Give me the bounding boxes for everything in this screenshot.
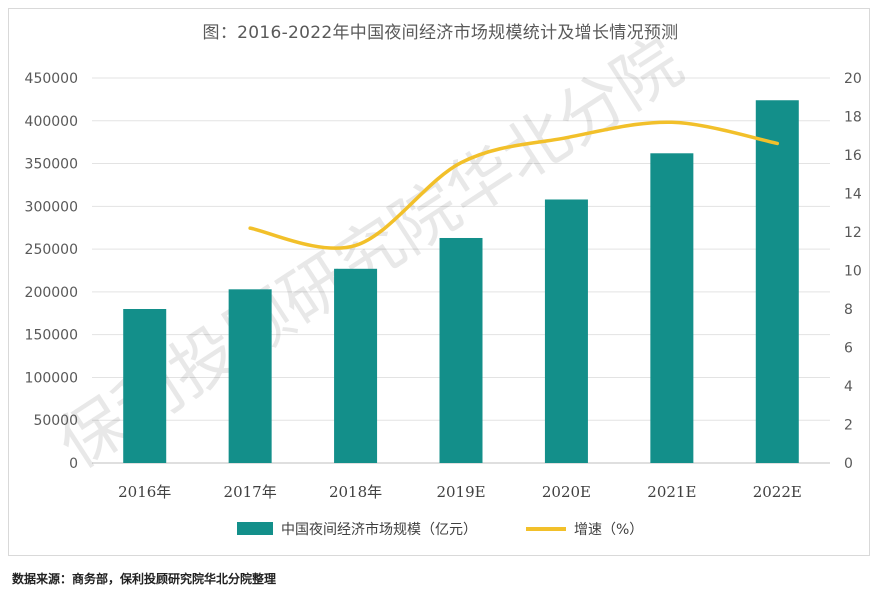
legend: 中国夜间经济市场规模（亿元） 增速（%） [237,521,643,538]
y-left-tick-label: 400000 [25,114,78,130]
y-right-tick-label: 2 [844,418,853,434]
bar-0 [123,309,167,463]
y-left-tick-label: 100000 [25,370,78,386]
y-left-tick-label: 350000 [25,157,78,173]
chart-title: 图：2016-2022年中国夜间经济市场规模统计及增长情况预测 [202,23,679,43]
x-tick-label: 2019E [436,483,485,501]
y-right-tick-label: 6 [844,341,853,357]
bar-4 [544,199,588,463]
y-right-tick-label: 12 [844,225,862,241]
growth-line [248,120,780,250]
x-tick-label: 2021E [647,483,696,501]
bar-2 [334,268,378,463]
y-left-tick-label: 250000 [25,242,78,258]
y-right-tick-label: 14 [844,187,862,203]
y-right-tick-label: 18 [844,110,862,126]
bar-series [123,100,799,464]
legend-label-bar: 中国夜间经济市场规模（亿元） [281,521,477,538]
bar-1 [228,289,272,463]
legend-swatch-bar [237,522,273,535]
bar-5 [650,153,694,464]
y-left-tick-label: 200000 [25,285,78,301]
y-left-tick-label: 450000 [25,71,78,87]
x-tick-label: 2016年 [118,483,171,501]
x-tick-label: 2020E [542,483,591,501]
y-right-tick-label: 16 [844,148,862,164]
x-axis: 2016年 2017年 2018年 2019E 2020E 2021E 2022E [118,483,802,501]
chart-frame [8,8,870,556]
y-left-tick-label: 50000 [33,413,78,429]
bar-6 [755,100,799,463]
y-left-tick-label: 300000 [25,199,78,215]
y-right-tick-label: 8 [844,302,853,318]
y-right-tick-label: 0 [844,456,853,472]
bar-3 [439,237,483,463]
x-tick-label: 2018年 [329,483,382,501]
growth-line-series [248,120,780,250]
y-right-tick-label: 4 [844,379,853,395]
legend-label-line: 增速（%） [574,522,643,538]
y-right-tick-label: 10 [844,264,862,280]
x-tick-label: 2022E [753,483,802,501]
y-axis-right: 0 2 4 6 8 10 12 14 16 18 20 [844,71,862,472]
y-right-tick-label: 20 [844,71,862,87]
y-axis-left: 0 50000 100000 150000 200000 250000 300000 3500… [25,71,78,472]
x-tick-label: 2017年 [224,483,277,501]
source-note: 数据来源：商务部，保利投顾研究院华北分院整理 [12,572,277,586]
y-left-tick-label: 150000 [25,328,78,344]
y-left-tick-label: 0 [69,456,78,472]
